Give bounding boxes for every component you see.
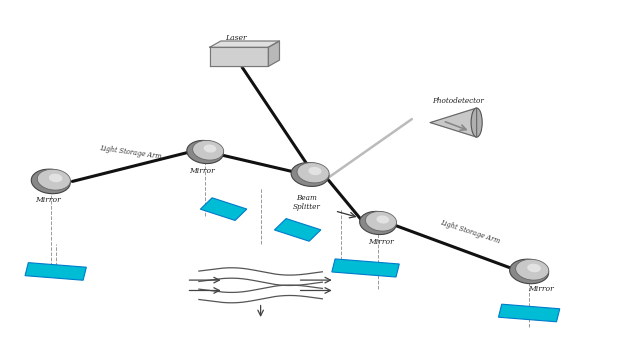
Text: Beam
Splitter: Beam Splitter (293, 194, 321, 211)
Text: Mirror: Mirror (35, 196, 61, 204)
Polygon shape (210, 47, 268, 66)
Polygon shape (268, 41, 280, 66)
Ellipse shape (193, 140, 224, 160)
Ellipse shape (360, 211, 396, 235)
Ellipse shape (365, 211, 397, 231)
Polygon shape (210, 41, 280, 47)
Ellipse shape (297, 163, 329, 183)
Ellipse shape (471, 108, 482, 137)
Ellipse shape (187, 140, 223, 164)
Text: Mirror: Mirror (368, 238, 394, 245)
FancyBboxPatch shape (332, 259, 399, 277)
Polygon shape (430, 108, 477, 137)
Ellipse shape (510, 259, 549, 284)
Text: Mirror: Mirror (529, 285, 554, 293)
Ellipse shape (376, 215, 389, 224)
Ellipse shape (31, 169, 70, 194)
FancyBboxPatch shape (498, 304, 560, 322)
Ellipse shape (291, 163, 329, 186)
Text: Light Storage Arm: Light Storage Arm (100, 144, 162, 160)
Text: Light Storage Arm: Light Storage Arm (440, 218, 502, 245)
Ellipse shape (37, 169, 71, 190)
Text: Mirror: Mirror (189, 166, 215, 174)
FancyBboxPatch shape (275, 218, 321, 241)
Ellipse shape (203, 144, 216, 153)
FancyBboxPatch shape (200, 198, 247, 221)
Ellipse shape (49, 174, 63, 182)
Text: Photodetector: Photodetector (432, 97, 484, 105)
Ellipse shape (308, 167, 322, 175)
FancyBboxPatch shape (25, 263, 86, 280)
Ellipse shape (516, 259, 549, 280)
Ellipse shape (527, 264, 541, 272)
Text: Laser: Laser (225, 34, 247, 42)
